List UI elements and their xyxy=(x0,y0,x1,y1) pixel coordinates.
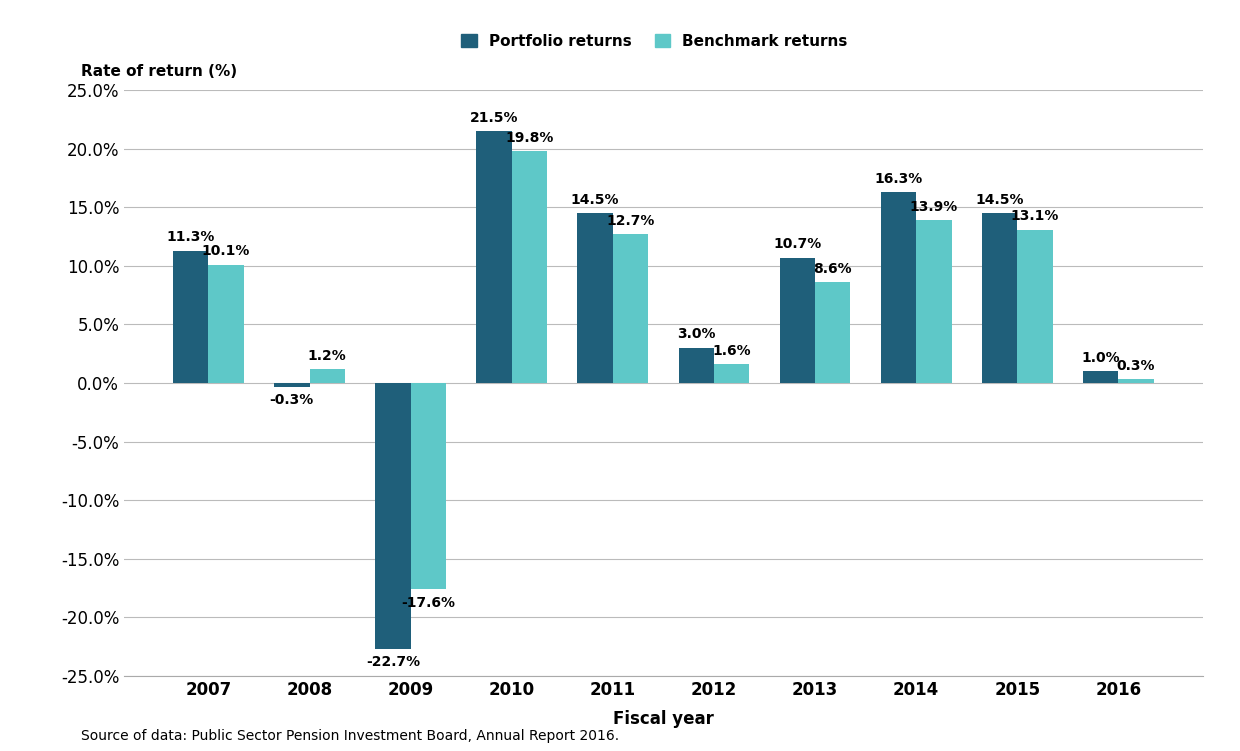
Text: Rate of return (%): Rate of return (%) xyxy=(81,64,237,79)
Text: 10.1%: 10.1% xyxy=(202,244,250,258)
Text: 14.5%: 14.5% xyxy=(570,193,620,207)
Bar xyxy=(274,383,310,387)
Text: 11.3%: 11.3% xyxy=(166,230,215,244)
Text: 16.3%: 16.3% xyxy=(874,171,923,185)
Bar xyxy=(310,369,345,383)
Legend: Portfolio returns, Benchmark returns: Portfolio returns, Benchmark returns xyxy=(455,28,853,55)
Bar xyxy=(476,131,512,383)
Text: 3.0%: 3.0% xyxy=(677,327,715,342)
Text: 13.1%: 13.1% xyxy=(1011,209,1059,223)
Bar xyxy=(1017,230,1053,383)
Bar xyxy=(880,192,916,383)
Bar xyxy=(916,220,951,383)
Text: 12.7%: 12.7% xyxy=(606,214,655,228)
X-axis label: Fiscal year: Fiscal year xyxy=(613,710,714,728)
Text: 8.6%: 8.6% xyxy=(813,262,852,276)
Text: 19.8%: 19.8% xyxy=(505,131,553,145)
Text: 1.2%: 1.2% xyxy=(308,348,347,363)
Bar xyxy=(982,213,1017,383)
Bar xyxy=(410,383,446,590)
Bar xyxy=(780,258,815,383)
Text: 14.5%: 14.5% xyxy=(976,193,1024,207)
Text: -22.7%: -22.7% xyxy=(366,656,420,669)
Text: Source of data: Public Sector Pension Investment Board, Annual Report 2016.: Source of data: Public Sector Pension In… xyxy=(81,729,619,743)
Text: -17.6%: -17.6% xyxy=(402,596,455,610)
Text: 21.5%: 21.5% xyxy=(470,110,518,125)
Bar xyxy=(1118,379,1153,383)
Bar xyxy=(678,348,714,383)
Bar xyxy=(376,383,410,649)
Bar xyxy=(174,251,208,383)
Text: -0.3%: -0.3% xyxy=(270,393,314,407)
Bar xyxy=(512,151,547,383)
Text: 10.7%: 10.7% xyxy=(774,237,821,251)
Bar xyxy=(578,213,613,383)
Bar xyxy=(1083,371,1118,383)
Bar xyxy=(714,364,749,383)
Bar xyxy=(815,282,851,383)
Text: 13.9%: 13.9% xyxy=(910,200,959,214)
Bar xyxy=(208,264,244,383)
Text: 0.3%: 0.3% xyxy=(1117,359,1156,373)
Text: 1.0%: 1.0% xyxy=(1081,351,1120,365)
Text: 1.6%: 1.6% xyxy=(712,344,751,357)
Bar xyxy=(613,234,649,383)
